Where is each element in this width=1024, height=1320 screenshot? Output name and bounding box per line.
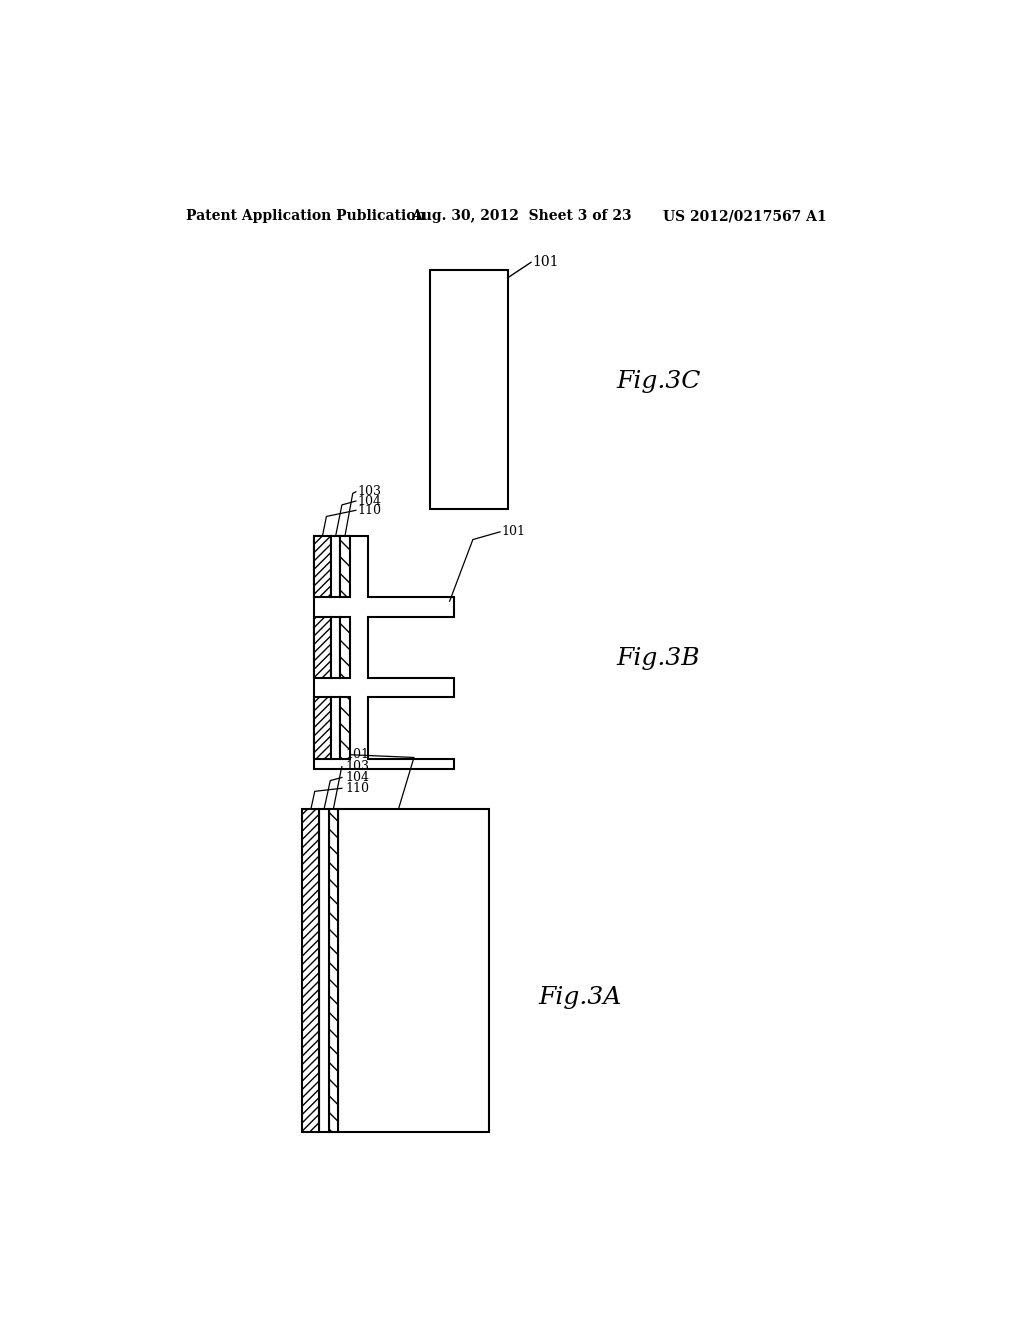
Bar bbox=[338, 809, 489, 1133]
Bar bbox=[340, 697, 349, 759]
Bar bbox=[340, 616, 349, 678]
Bar bbox=[314, 616, 331, 678]
Text: 101: 101 bbox=[502, 525, 525, 539]
Bar bbox=[314, 536, 331, 598]
Text: Fig.3C: Fig.3C bbox=[616, 370, 700, 393]
Text: US 2012/0217567 A1: US 2012/0217567 A1 bbox=[663, 209, 826, 223]
Polygon shape bbox=[314, 536, 454, 770]
Text: 101: 101 bbox=[532, 255, 559, 269]
Text: 101: 101 bbox=[346, 748, 370, 760]
Bar bbox=[340, 616, 349, 678]
Bar bbox=[340, 536, 349, 598]
Bar bbox=[340, 536, 349, 598]
Bar bbox=[331, 616, 340, 678]
Text: Patent Application Publication: Patent Application Publication bbox=[186, 209, 426, 223]
Text: 103: 103 bbox=[357, 486, 381, 499]
Bar bbox=[430, 271, 508, 508]
Bar bbox=[314, 697, 331, 759]
Bar bbox=[302, 809, 319, 1133]
Bar bbox=[302, 809, 319, 1133]
Text: 110: 110 bbox=[357, 504, 381, 517]
Bar bbox=[329, 809, 338, 1133]
Text: 110: 110 bbox=[346, 781, 370, 795]
Bar bbox=[314, 536, 331, 598]
Text: Fig.3B: Fig.3B bbox=[616, 647, 699, 671]
Bar bbox=[340, 697, 349, 759]
Text: Aug. 30, 2012  Sheet 3 of 23: Aug. 30, 2012 Sheet 3 of 23 bbox=[411, 209, 632, 223]
Bar bbox=[331, 697, 340, 759]
Bar bbox=[314, 697, 331, 759]
Text: 103: 103 bbox=[346, 760, 370, 774]
Text: 104: 104 bbox=[357, 495, 381, 508]
Bar bbox=[314, 616, 331, 678]
Text: 104: 104 bbox=[346, 771, 370, 784]
Bar bbox=[329, 809, 338, 1133]
Bar bbox=[331, 536, 340, 598]
Bar bbox=[319, 809, 329, 1133]
Text: Fig.3A: Fig.3A bbox=[539, 986, 622, 1010]
